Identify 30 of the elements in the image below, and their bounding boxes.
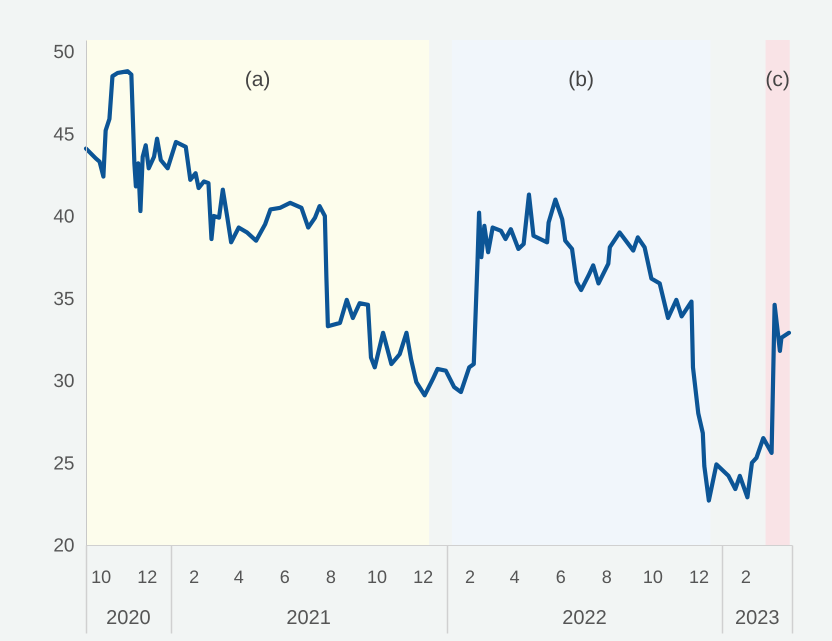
band-label: (a) — [244, 68, 270, 91]
x-tick-label: 2 — [464, 567, 475, 587]
y-tick-label: 25 — [53, 453, 74, 474]
band-label: (b) — [568, 68, 594, 91]
x-tick-label: 4 — [510, 567, 520, 587]
y-tick-label: 50 — [53, 42, 74, 64]
x-tick-label: 4 — [234, 567, 244, 587]
x-tick-label: 8 — [326, 567, 336, 587]
y-tick-label: 30 — [53, 371, 74, 392]
x-tick-label: 8 — [602, 567, 612, 587]
band-label: (c) — [765, 68, 790, 91]
text: 2023 — [734, 607, 780, 629]
text: 2020 — [106, 607, 151, 629]
line-series — [84, 69, 792, 503]
x-tick-label: 10 — [91, 567, 112, 587]
text: 2021 — [286, 607, 331, 629]
x-tick-label: 12 — [413, 567, 434, 587]
x-tick-label: 10 — [367, 567, 388, 587]
x-tick-label: 12 — [689, 567, 710, 587]
y-tick-label: 20 — [53, 536, 74, 556]
x-tick-label: 6 — [280, 567, 290, 587]
x-tick-label: 2 — [189, 567, 200, 587]
text: 2022 — [562, 607, 607, 629]
x-tick-label: 2 — [740, 567, 751, 587]
y-tick-label: 45 — [53, 124, 74, 146]
y-tick-label: 40 — [53, 206, 74, 228]
x-tick-label: 6 — [556, 567, 566, 587]
x-tick-label: 12 — [137, 567, 158, 587]
x-tick-label: 10 — [642, 567, 663, 587]
y-tick-label: 35 — [53, 288, 74, 310]
